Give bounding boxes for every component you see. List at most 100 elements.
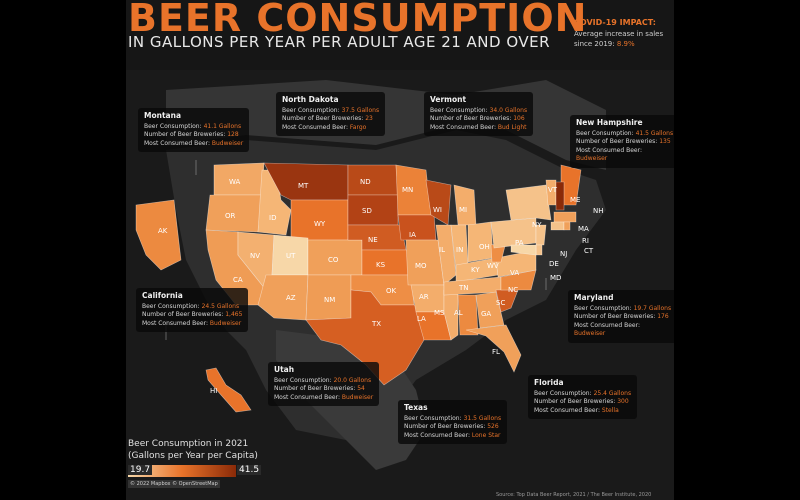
state-label: NC — [508, 286, 518, 294]
state-pa — [490, 217, 537, 249]
state-label: IL — [439, 246, 445, 254]
state-label: ID — [269, 214, 276, 222]
card-beer-label: Most Consumed Beer: — [144, 139, 210, 147]
card-consumption-label: Beer Consumption: — [430, 106, 488, 114]
state-label: KS — [376, 261, 386, 269]
source-note: Source: Top Data Beer Report, 2021 / The… — [496, 492, 652, 498]
state-label: UT — [286, 252, 296, 260]
card-beer-value: Fargo — [349, 123, 367, 131]
state-label: MI — [459, 206, 467, 214]
info-card-north-dakota: North Dakota Beer Consumption: 37.5 Gall… — [276, 92, 386, 137]
card-consumption-value: 37.5 Gallons — [341, 106, 380, 114]
state-label: WI — [433, 206, 442, 214]
state-sd — [347, 194, 399, 226]
card-breweries-value: 135 — [659, 138, 671, 146]
card-beer-label: Most Consumed Beer: — [274, 393, 340, 401]
card-beer-label: Most Consumed Beer: — [142, 319, 208, 327]
card-consumption-label: Beer Consumption: — [282, 106, 340, 114]
card-state-name: Texas — [404, 403, 428, 412]
info-card-new-hampshire: New Hampshire Beer Consumption: 41.5 Gal… — [570, 115, 674, 168]
state-label: AK — [158, 227, 168, 235]
state-label: CA — [233, 276, 243, 284]
card-state-name: Florida — [534, 378, 564, 387]
state-label: AZ — [286, 294, 296, 302]
card-consumption-label: Beer Consumption: — [404, 414, 462, 422]
state-ak — [135, 199, 182, 271]
state-label: RI — [582, 237, 589, 245]
legend-color-ramp — [128, 465, 236, 477]
card-breweries-value: 300 — [617, 398, 629, 406]
covid-heading: COVID-19 IMPACT: — [574, 18, 656, 27]
card-state-name: California — [142, 291, 183, 300]
state-label: WA — [229, 178, 241, 186]
card-beer-value: Budweiser — [341, 393, 374, 401]
state-ct — [550, 221, 565, 231]
state-label: TN — [458, 284, 469, 292]
state-label: AL — [454, 309, 463, 317]
card-consumption-label: Beer Consumption: — [574, 304, 632, 312]
state-labels: WA OR CA ID NV MT WY UT AZ CO NM ND SD N… — [158, 178, 604, 395]
card-consumption-label: Beer Consumption: — [274, 376, 332, 384]
card-beer-label: Most Consumed Beer: — [404, 431, 470, 439]
map-attribution[interactable]: © 2022 Mapbox © OpenStreetMap — [128, 480, 220, 488]
state-nh — [555, 181, 565, 211]
state-oh — [467, 221, 494, 263]
card-breweries-value: 23 — [365, 115, 373, 123]
state-label: HI — [210, 387, 217, 395]
legend-title-line1: Beer Consumption in 2021 — [128, 439, 249, 449]
state-label: AR — [419, 293, 429, 301]
card-breweries-value: 106 — [513, 115, 525, 123]
covid-impact-note: COVID-19 IMPACT: Average increase in sal… — [574, 18, 670, 49]
card-breweries-label: Number of Beer Breweries: — [574, 313, 656, 321]
state-mi — [453, 184, 477, 226]
state-label: DE — [549, 260, 559, 268]
card-consumption-label: Beer Consumption: — [534, 389, 592, 397]
card-state-name: Montana — [144, 111, 182, 120]
card-beer-label: Most Consumed Beer: — [430, 123, 496, 131]
card-beer-label: Most Consumed Beer: — [534, 406, 600, 414]
state-label: MD — [550, 274, 561, 282]
card-consumption-value: 34.0 Gallons — [489, 106, 528, 114]
card-consumption-label: Beer Consumption: — [576, 129, 634, 137]
state-label: MO — [415, 262, 427, 270]
card-consumption-value: 24.5 Gallons — [201, 302, 240, 310]
state-label: SC — [496, 299, 505, 307]
card-consumption-value: 19.7 Gallons — [633, 304, 672, 312]
state-label: FL — [492, 348, 500, 356]
state-label: MN — [402, 186, 413, 194]
info-card-california: California Beer Consumption: 24.5 Gallon… — [136, 288, 249, 333]
page-title: BEER CONSUMPTION — [128, 0, 588, 40]
state-label: NM — [324, 296, 335, 304]
state-hi — [205, 367, 252, 413]
state-label: IN — [456, 246, 463, 254]
legend-max-value: 41.5 — [237, 465, 262, 475]
header: BEER CONSUMPTION IN GALLONS PER YEAR PER… — [126, 0, 674, 70]
state-label: NE — [368, 236, 378, 244]
state-label: WV — [487, 262, 499, 270]
card-breweries-label: Number of Beer Breweries: — [142, 311, 224, 319]
state-label: OR — [225, 212, 236, 220]
card-state-name: Maryland — [574, 293, 614, 302]
card-state-name: North Dakota — [282, 95, 339, 104]
state-label: NY — [532, 221, 542, 229]
card-consumption-value: 31.5 Gallons — [463, 414, 502, 422]
covid-value: 8.9% — [616, 40, 635, 48]
state-label: LA — [417, 315, 426, 323]
state-al — [457, 294, 479, 336]
state-nj — [535, 224, 547, 246]
state-label: CT — [584, 247, 594, 255]
state-label: WY — [314, 220, 326, 228]
page-subtitle: IN GALLONS PER YEAR PER ADULT AGE 21 AND… — [128, 33, 551, 51]
card-consumption-value: 25.4 Gallons — [593, 389, 632, 397]
state-ia — [397, 214, 437, 241]
card-beer-value: Budweiser — [576, 155, 608, 163]
card-breweries-label: Number of Beer Breweries: — [430, 115, 512, 123]
card-breweries-label: Number of Beer Breweries: — [404, 423, 486, 431]
card-beer-value: Lone Star — [471, 431, 501, 439]
state-label: GA — [481, 310, 491, 318]
legend-title: Beer Consumption in 2021 (Gallons per Ye… — [128, 438, 258, 462]
state-label: ME — [570, 196, 580, 204]
legend-min-value: 19.7 — [128, 465, 153, 475]
state-label: VA — [510, 269, 519, 277]
